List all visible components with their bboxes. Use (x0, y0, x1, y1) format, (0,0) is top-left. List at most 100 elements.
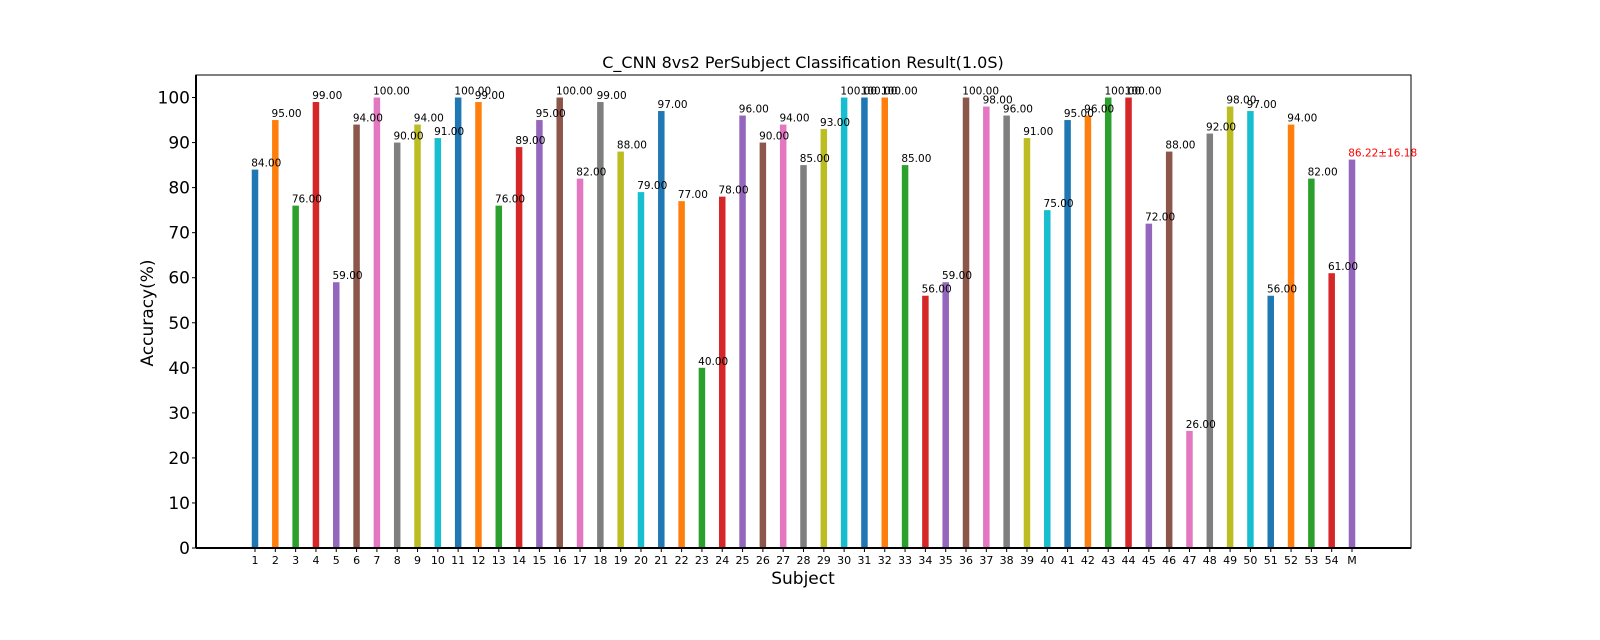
x-tick-label-7: 7 (373, 554, 380, 567)
bars-group (251, 97, 1356, 549)
bar-subject-29 (820, 129, 828, 548)
bar-subject-4 (312, 102, 320, 548)
data-label-mean: 86.22±16.18 (1348, 148, 1417, 160)
x-tick-label-5: 5 (333, 554, 340, 567)
data-label-subject-44: 100.00 (1125, 86, 1162, 98)
bar-subject-23 (698, 367, 706, 548)
y-tick-label-40: 40 (168, 359, 190, 379)
x-tick-label-17: 17 (573, 554, 587, 567)
x-tick-label-50: 50 (1243, 554, 1257, 567)
x-tick-label-32: 32 (878, 554, 892, 567)
x-tick-label-54: 54 (1325, 554, 1339, 567)
x-tick-label-10: 10 (431, 554, 445, 567)
bar-subject-43 (1104, 97, 1112, 549)
data-label-subject-15: 95.00 (536, 108, 566, 120)
bar-subject-7 (373, 97, 381, 549)
x-tick-label-45: 45 (1142, 554, 1156, 567)
y-tick-label-70: 70 (168, 224, 190, 244)
x-tick-label-9: 9 (414, 554, 421, 567)
x-tick-label-40: 40 (1040, 554, 1054, 567)
x-tick-label-49: 49 (1223, 554, 1237, 567)
x-tick-label-52: 52 (1284, 554, 1298, 567)
bar-subject-20 (637, 192, 645, 548)
x-tick-label-25: 25 (736, 554, 750, 567)
bar-subject-5 (333, 282, 340, 548)
x-tick-label-30: 30 (837, 554, 851, 567)
bar-subject-6 (353, 124, 360, 549)
y-tick-label-50: 50 (168, 314, 190, 334)
x-tick-label-47: 47 (1182, 554, 1196, 567)
data-label-subject-50: 97.00 (1247, 99, 1277, 111)
bar-subject-50 (1247, 111, 1254, 548)
data-label-subject-49: 98.00 (1226, 95, 1256, 107)
bar-subject-30 (840, 97, 848, 549)
y-tick-label-10: 10 (168, 494, 190, 514)
x-tick-label-42: 42 (1081, 554, 1095, 567)
bar-subject-28 (800, 165, 807, 548)
x-tick-label-21: 21 (654, 554, 668, 567)
x-tick-label-1: 1 (252, 554, 259, 567)
bar-subject-49 (1226, 106, 1234, 548)
x-tick-label-19: 19 (614, 554, 628, 567)
bar-subject-14 (515, 147, 523, 548)
data-label-subject-2: 95.00 (272, 108, 302, 120)
x-tick-label-23: 23 (695, 554, 709, 567)
bar-subject-26 (759, 142, 767, 548)
data-label-subject-29: 93.00 (820, 117, 850, 129)
data-label-subject-11: 100.00 (454, 86, 491, 98)
bar-subject-53 (1308, 178, 1315, 549)
data-label-subject-48: 92.00 (1206, 122, 1236, 134)
x-tick-label-29: 29 (817, 554, 831, 567)
x-tick-label-20: 20 (634, 554, 648, 567)
bar-subject-12 (475, 102, 482, 548)
y-tick-label-30: 30 (168, 404, 190, 424)
x-tick-label-M: M (1347, 554, 1357, 567)
data-label-subject-8: 90.00 (393, 131, 423, 143)
y-tick-label-0: 0 (179, 539, 190, 559)
data-label-subject-54: 61.00 (1328, 261, 1358, 273)
bar-subject-25 (739, 115, 746, 548)
x-tick-label-35: 35 (939, 554, 953, 567)
x-tick-label-18: 18 (593, 554, 607, 567)
x-tick-label-13: 13 (492, 554, 506, 567)
data-label-subject-16: 100.00 (556, 86, 593, 98)
bar-subject-9 (414, 124, 421, 549)
data-label-subject-46: 88.00 (1165, 140, 1195, 152)
x-tick-label-41: 41 (1061, 554, 1075, 567)
data-label-subject-10: 91.00 (434, 126, 464, 138)
bar-subject-33 (901, 165, 909, 548)
data-label-subject-30: 100.00 (840, 86, 877, 98)
x-tick-label-12: 12 (471, 554, 485, 567)
x-tick-label-3: 3 (292, 554, 299, 567)
bar-subject-34 (922, 295, 929, 548)
data-label-subject-4: 99.00 (312, 90, 342, 102)
x-tick-label-31: 31 (857, 554, 871, 567)
data-label-subject-20: 79.00 (637, 180, 667, 192)
data-label-subject-52: 94.00 (1287, 113, 1317, 125)
bar-subject-18 (597, 102, 604, 548)
bar-subject-42 (1084, 115, 1092, 548)
data-label-subject-36: 100.00 (962, 86, 999, 98)
bar-subject-38 (1003, 115, 1010, 548)
x-tick-label-53: 53 (1304, 554, 1318, 567)
x-tick-label-8: 8 (394, 554, 401, 567)
bar-subject-22 (678, 201, 685, 548)
bar-subject-31 (861, 97, 868, 549)
data-label-subject-47: 26.00 (1186, 419, 1216, 431)
x-tick-label-24: 24 (715, 554, 729, 567)
data-label-subject-17: 82.00 (576, 167, 606, 179)
x-tick-label-14: 14 (512, 554, 526, 567)
data-label-subject-25: 96.00 (739, 104, 769, 116)
bar-subject-41 (1064, 120, 1071, 549)
x-tick-label-15: 15 (532, 554, 546, 567)
bar-subject-40 (1044, 210, 1051, 548)
data-label-subject-45: 72.00 (1145, 212, 1175, 224)
x-tick-label-4: 4 (312, 554, 319, 567)
data-label-subject-21: 97.00 (658, 99, 688, 111)
bar-subject-35 (942, 282, 949, 548)
data-label-subject-23: 40.00 (698, 356, 728, 368)
bar-subject-39 (1023, 138, 1031, 548)
bar-subject-17 (576, 178, 584, 549)
y-tick-label-60: 60 (168, 269, 190, 289)
